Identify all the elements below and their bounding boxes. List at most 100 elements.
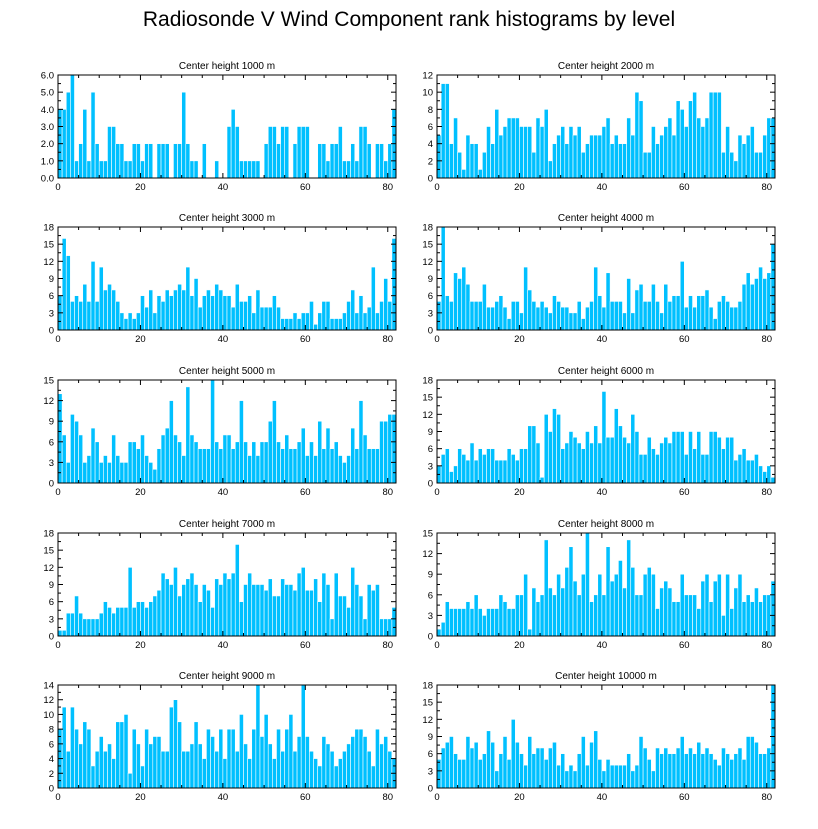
histogram-bar: [564, 567, 570, 637]
x-tick-label: 20: [135, 334, 146, 345]
histogram-bar: [74, 420, 79, 484]
histogram-bar: [280, 126, 286, 179]
histogram-bar: [560, 126, 566, 179]
panel-title: Center height 5000 m: [179, 366, 275, 377]
histogram-bar: [70, 612, 75, 637]
histogram-bar: [309, 750, 314, 789]
histogram-bar: [659, 442, 665, 484]
histogram-bar: [234, 283, 240, 331]
histogram-bar: [136, 312, 141, 331]
histogram-bar: [531, 425, 537, 484]
histogram-bar: [247, 455, 253, 484]
histogram-bar: [655, 301, 660, 331]
y-tick-label: 12: [43, 396, 54, 407]
x-tick-label: 60: [679, 640, 690, 651]
histogram-bar: [696, 431, 702, 484]
histogram-bar: [259, 441, 265, 484]
histogram-bar: [127, 312, 133, 331]
histogram-bar: [272, 126, 277, 179]
histogram-bar: [618, 425, 623, 484]
x-tick-label: 40: [597, 640, 608, 651]
histogram-bar: [609, 764, 615, 789]
histogram-bar: [634, 594, 640, 637]
histogram-bar: [721, 295, 726, 331]
histogram-bar: [502, 601, 508, 637]
y-tick-label: 15: [43, 546, 54, 557]
histogram-bar: [712, 318, 718, 331]
histogram-bar: [646, 436, 652, 484]
histogram-bar: [527, 425, 533, 484]
y-tick-label: 6: [49, 597, 54, 608]
histogram-bar: [342, 160, 347, 179]
x-tick-label: 20: [135, 640, 146, 651]
histogram-bar: [721, 615, 726, 637]
histogram-bar: [288, 318, 294, 331]
histogram-bar: [272, 758, 277, 789]
histogram-bar: [305, 312, 310, 331]
histogram-bar: [152, 595, 158, 637]
histogram-bar: [700, 295, 706, 331]
histogram-bar: [185, 578, 191, 637]
histogram-bar: [366, 750, 372, 789]
histogram-bar: [284, 318, 290, 331]
histogram-bar: [61, 706, 67, 789]
histogram-bar: [255, 455, 261, 484]
histogram-bar: [284, 126, 290, 179]
histogram-bar: [391, 607, 397, 637]
histogram-bar: [461, 608, 467, 637]
panel-title: Center height 3000 m: [179, 213, 275, 224]
histogram-bar: [733, 160, 739, 179]
histogram-bar: [247, 295, 253, 331]
histogram-bar: [444, 601, 450, 637]
histogram-bar: [321, 143, 327, 179]
histogram-bar: [502, 459, 508, 484]
histogram-bar: [684, 306, 689, 331]
y-tick-label: 15: [422, 529, 433, 540]
histogram-bar: [539, 126, 545, 179]
histogram-bar: [523, 573, 528, 637]
x-tick-label: 0: [55, 792, 60, 803]
y-tick-label: 5.0: [41, 88, 54, 99]
histogram-bar: [127, 772, 133, 789]
histogram-bar: [618, 560, 623, 637]
y-tick-label: 6: [428, 122, 433, 133]
x-tick-label: 0: [434, 334, 439, 345]
histogram-bar: [527, 289, 533, 331]
histogram-bar: [663, 126, 669, 179]
x-tick-label: 40: [597, 182, 608, 193]
histogram-bar: [272, 595, 277, 637]
x-tick-label: 80: [761, 487, 772, 498]
histogram-bar: [168, 584, 174, 637]
histogram-bar: [189, 743, 195, 789]
histogram-bar: [729, 608, 735, 637]
y-tick-label: 9: [428, 274, 433, 285]
histogram-bar: [696, 608, 702, 637]
histogram-bar: [247, 758, 253, 789]
x-tick-label: 40: [218, 487, 229, 498]
x-tick-label: 60: [300, 487, 311, 498]
y-tick-label: 12: [422, 410, 433, 421]
histogram-bar: [160, 750, 166, 789]
histogram-bar: [671, 134, 677, 179]
histogram-bar: [473, 143, 479, 179]
histogram-bar: [164, 578, 170, 637]
histogram-bar: [370, 448, 376, 484]
histogram-bar: [78, 301, 84, 331]
histogram-bar: [506, 448, 512, 484]
histogram-bar: [473, 301, 479, 331]
histogram-bar: [189, 434, 195, 484]
histogram-bar: [346, 607, 351, 637]
histogram-bar: [362, 618, 368, 637]
histogram-bar: [65, 462, 71, 484]
histogram-bar: [119, 143, 125, 179]
histogram-bar: [94, 618, 100, 637]
histogram-bar: [749, 459, 755, 484]
histogram-bar: [65, 750, 71, 789]
histogram-bar: [78, 434, 84, 484]
histogram-bar: [296, 126, 302, 179]
histogram-bar: [601, 770, 607, 789]
histogram-bar: [313, 758, 318, 789]
histogram-bar: [498, 459, 504, 484]
histogram-bar: [189, 572, 195, 637]
histogram-bar: [140, 160, 145, 179]
